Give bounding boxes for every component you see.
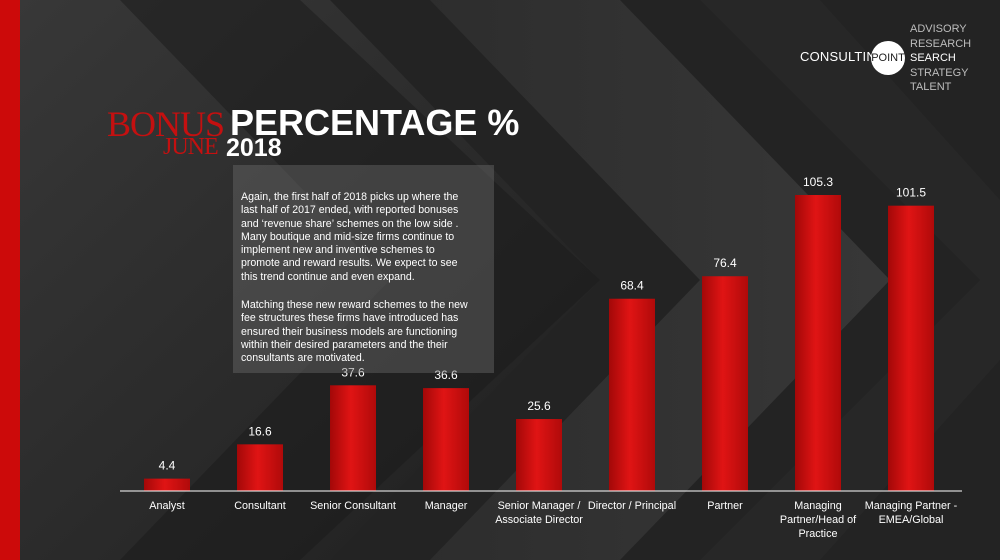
bar-managing-partner-emea-global	[888, 205, 934, 491]
logo-service-talent: TALENT	[910, 81, 952, 93]
bar-manager	[423, 388, 469, 491]
x-tick-label: Senior Consultant	[310, 500, 396, 512]
bar-value-label: 16.6	[248, 424, 272, 438]
title-percentage: PERCENTAGE %	[230, 102, 520, 143]
subtitle-year: 2018	[226, 134, 282, 162]
logo-service-research: RESEARCH	[910, 37, 972, 50]
x-tick-label: Managing Partner/Head of Practice	[779, 500, 857, 540]
x-tick-label: Managing Partner - EMEA/Global	[864, 500, 958, 526]
commentary-paragraph-2: Matching these new reward schemes to the…	[241, 299, 468, 365]
bar-partner	[702, 276, 748, 491]
bar-value-label: 68.4	[620, 279, 644, 293]
x-tick-label: Senior Manager / Associate Director	[495, 500, 583, 526]
logo-service-search: SEARCH	[910, 52, 956, 64]
title-bonus: BONUS	[107, 104, 225, 144]
logo-service-strategy: STRATEGY	[910, 66, 969, 79]
bar-senior-consultant	[330, 385, 376, 491]
bar-consultant	[237, 444, 283, 491]
bar-value-label: 37.6	[341, 365, 365, 379]
bar-value-label: 101.5	[896, 186, 926, 200]
x-tick-label: Director / Principal	[587, 500, 677, 512]
accent-side-bar	[0, 0, 20, 560]
x-tick-label: Analyst	[149, 500, 185, 512]
bar-value-label: 36.6	[434, 368, 458, 382]
x-tick-label: Partner	[707, 500, 743, 512]
commentary-box: Again, the first half of 2018 picks up w…	[233, 165, 494, 373]
bar-senior-manager-associate-director	[516, 419, 562, 491]
logo-name: CONSULTING	[800, 49, 887, 64]
bar-value-label: 76.4	[713, 256, 737, 270]
bar-analyst	[144, 478, 190, 491]
bar-director-principal	[609, 298, 655, 491]
logo-badge: POINT	[871, 41, 905, 75]
bar-value-label: 105.3	[803, 175, 833, 189]
commentary-paragraph-1: Again, the first half of 2018 picks up w…	[241, 191, 459, 283]
bar-managing-partner-head-of-practice	[795, 195, 841, 491]
bar-value-label: 4.4	[159, 459, 176, 473]
x-tick-label: Consultant	[234, 500, 286, 512]
bar-series: 4.4 16.6 37.6 36.6 25.6 68.4 76.4 105.3 101.5	[144, 175, 934, 491]
bar-value-label: 25.6	[527, 399, 551, 413]
logo-services: ADVISORY RESEARCH SEARCH STRATEGY TALENT	[910, 22, 971, 95]
logo-service-advisory: ADVISORY	[910, 23, 967, 35]
subtitle-month: JUNE	[163, 134, 219, 160]
company-logo: CONSULTING POINT ADVISORY RESEARCH SEARC…	[800, 22, 990, 102]
x-tick-label: Manager	[424, 500, 468, 512]
